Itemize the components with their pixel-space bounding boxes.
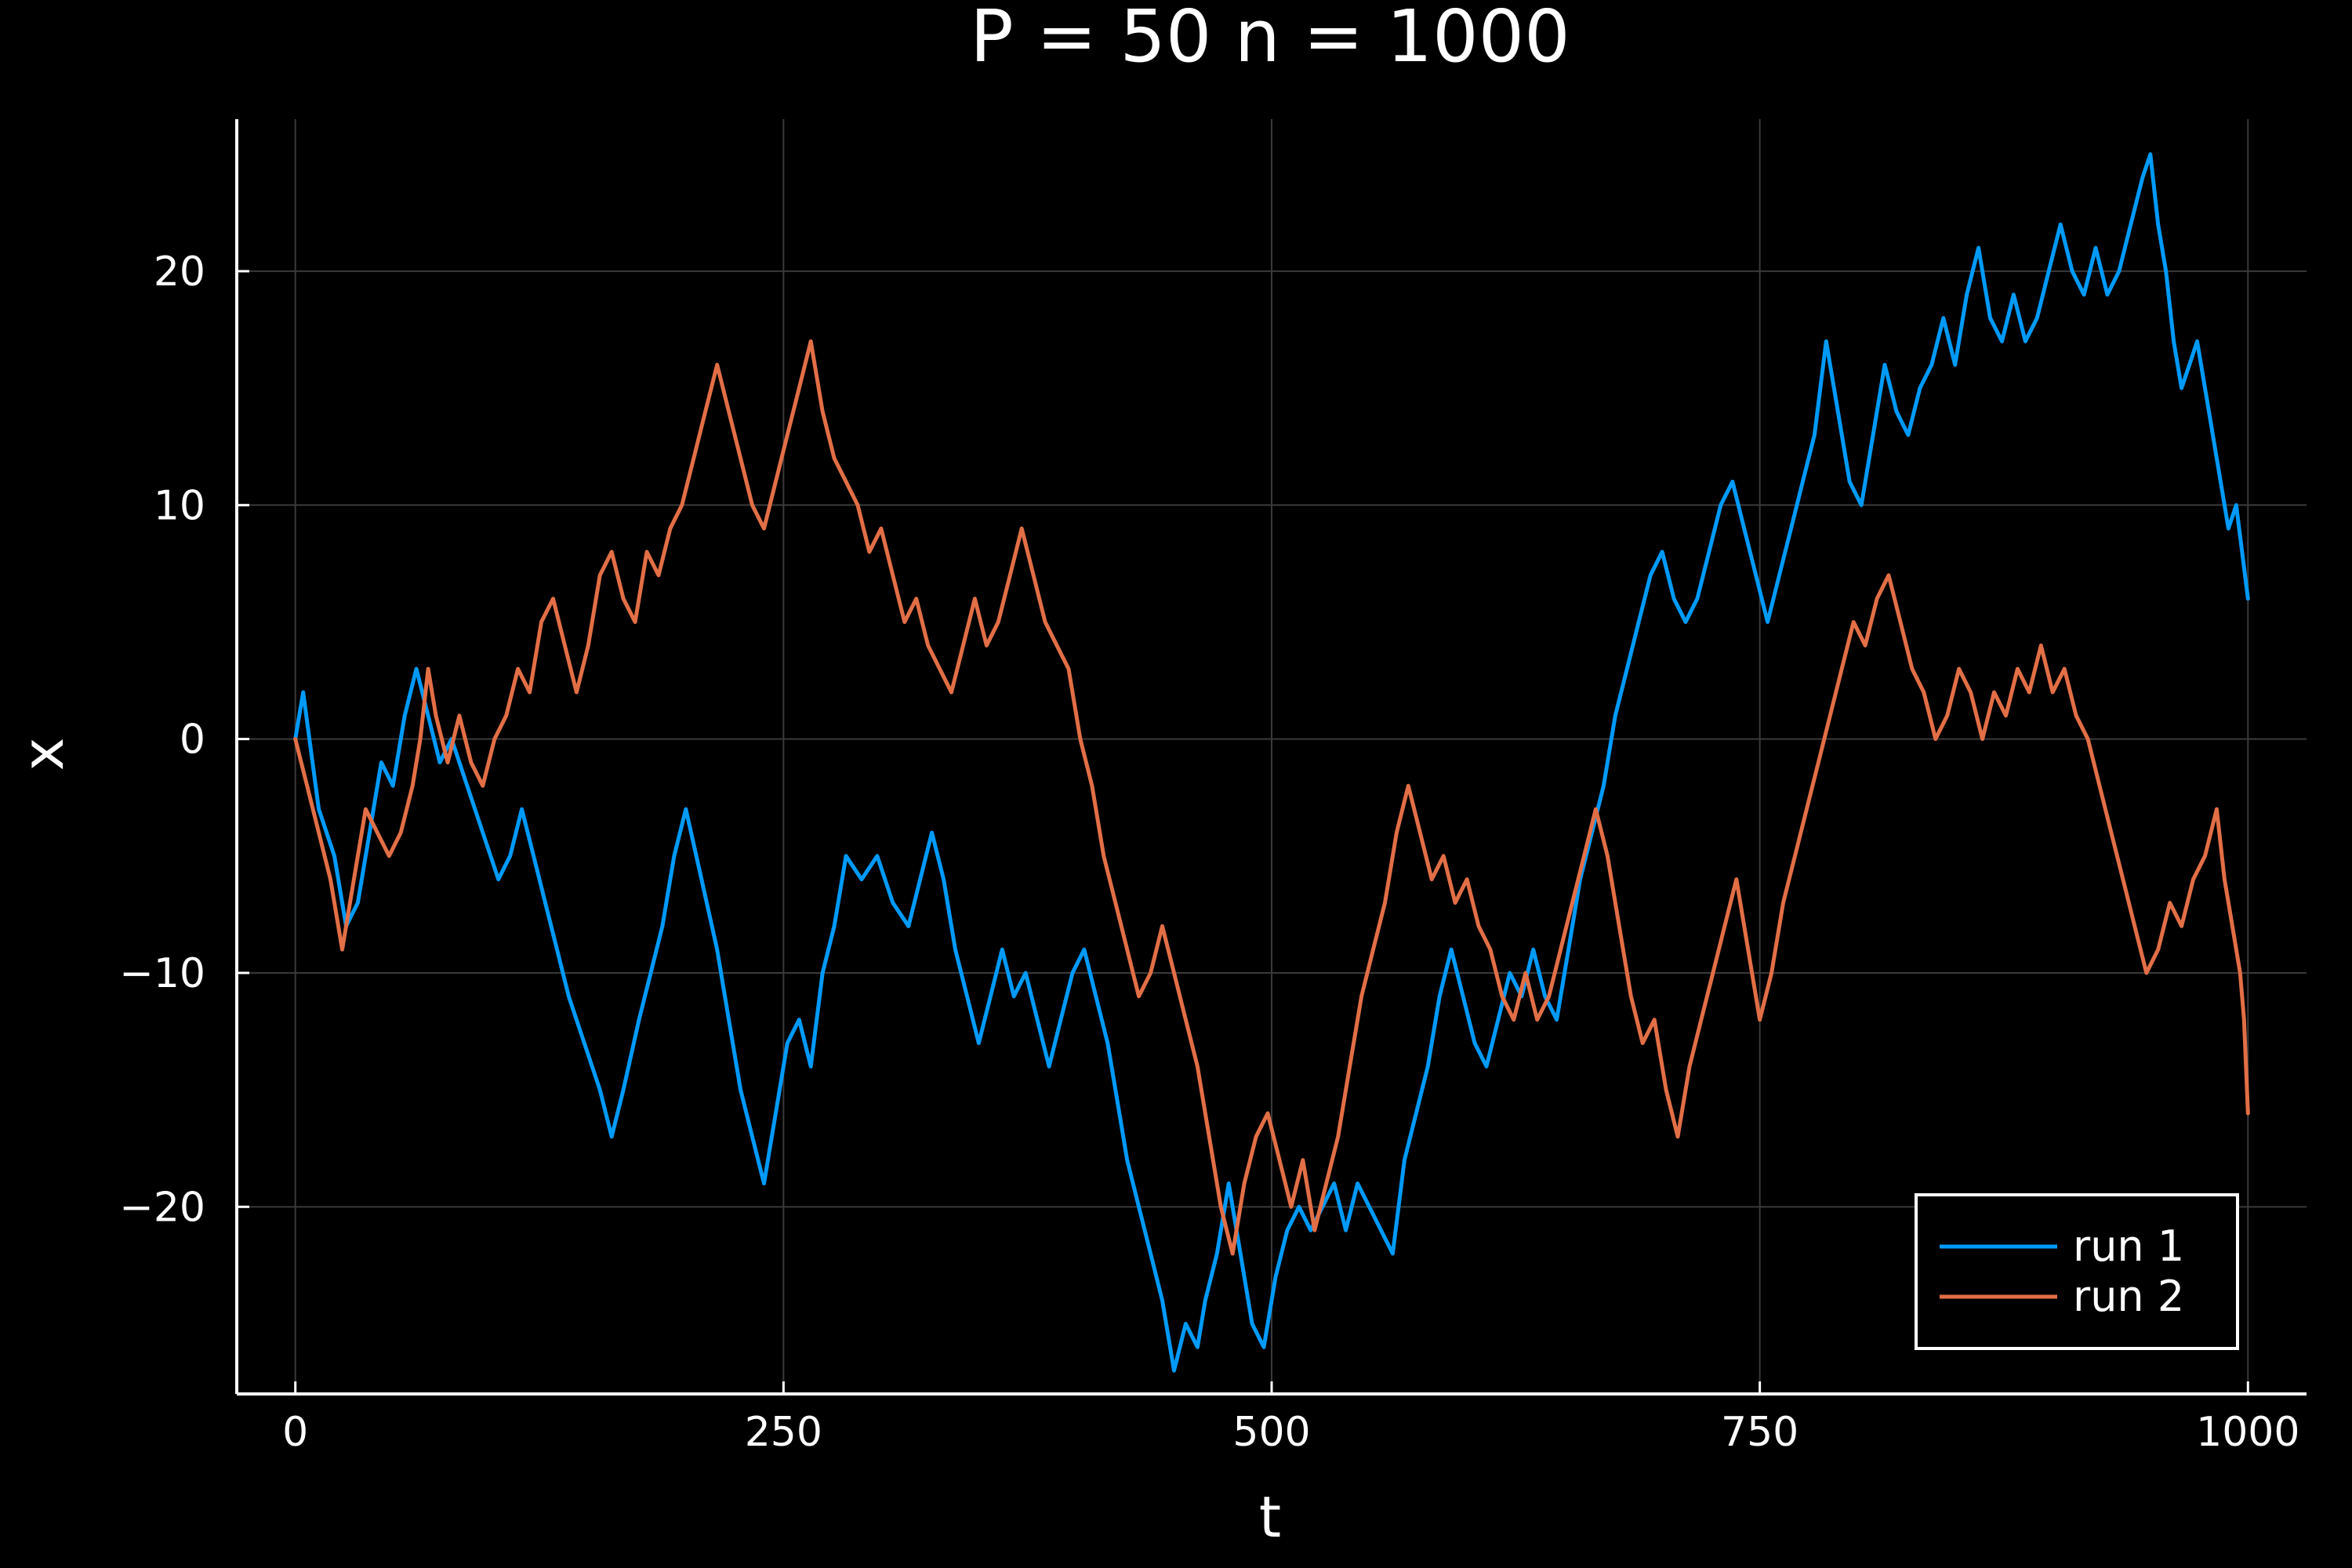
x-tick-label: 1000 (2196, 1409, 2299, 1456)
grid (237, 119, 2307, 1394)
x-tick-label: 750 (1721, 1409, 1798, 1456)
legend-label-1: run 1 (2073, 1221, 2184, 1271)
series-lines (293, 152, 2250, 1373)
legend-label-2: run 2 (2073, 1272, 2184, 1321)
legend-box (1915, 1193, 2239, 1350)
x-tick-label: 250 (745, 1409, 822, 1456)
x-tick-label: 0 (282, 1409, 308, 1456)
y-tick-label: 20 (154, 249, 205, 296)
y-tick-label: 10 (154, 482, 205, 529)
x-axis-label: t (1259, 1484, 1281, 1550)
x-tick-label: 500 (1232, 1409, 1310, 1456)
x-ticks: 0 250 500 750 1000 (282, 1381, 2299, 1456)
series-line-2 (293, 339, 2250, 1256)
y-ticks: −20 −10 0 10 20 (119, 249, 249, 1231)
chart-title: P = 50 n = 1000 (970, 0, 1570, 78)
y-tick-label: 0 (180, 717, 205, 764)
y-tick-label: −20 (119, 1184, 205, 1231)
y-tick-label: −10 (119, 950, 205, 997)
y-axis-label: x (10, 738, 76, 771)
